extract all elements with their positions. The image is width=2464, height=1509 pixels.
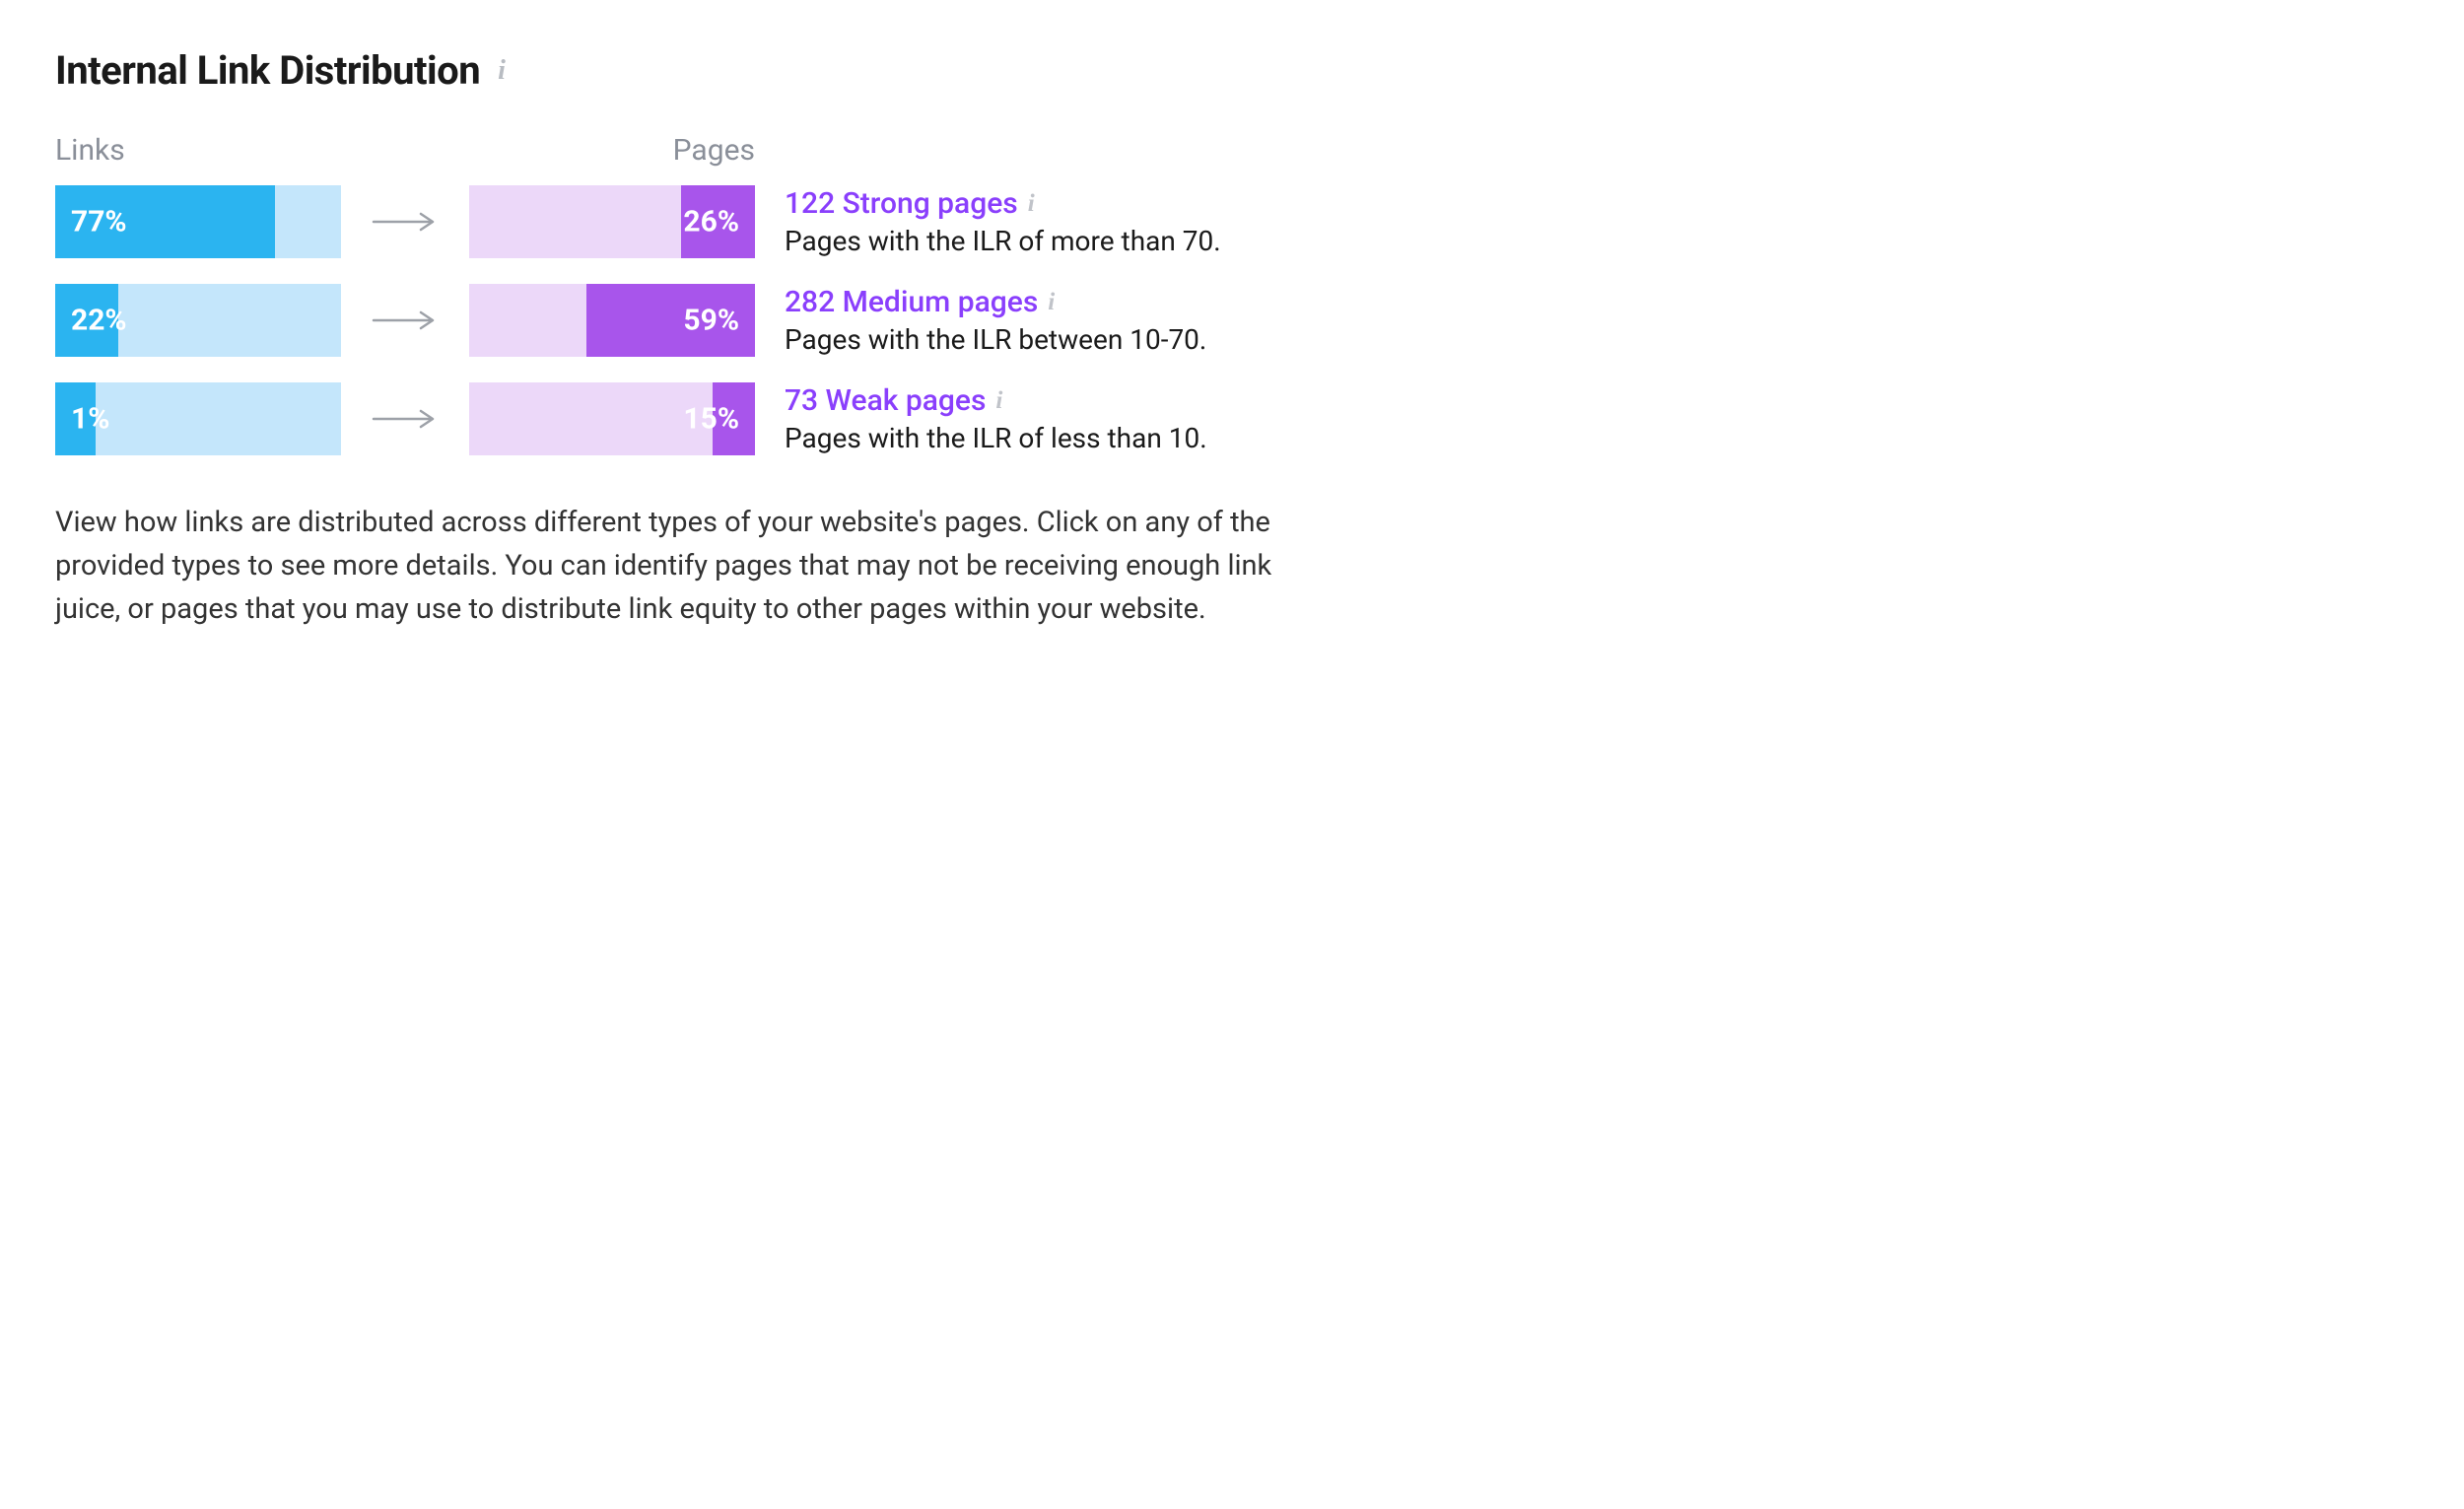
info-icon[interactable]: i: [1028, 191, 1035, 216]
pages-bar-label: 26%: [683, 205, 739, 240]
links-bar-label: 77%: [71, 205, 127, 240]
pages-bar: 26%: [469, 185, 755, 258]
internal-link-distribution-widget: Internal Link Distribution i Links Pages…: [55, 47, 1376, 631]
pages-bar-label: 15%: [683, 402, 739, 437]
detail-title: 282 Medium pages: [785, 285, 1038, 319]
row-detail: 282 Medium pages i Pages with the ILR be…: [755, 285, 1206, 356]
widget-description: View how links are distributed across di…: [55, 501, 1297, 631]
pages-bar-label: 59%: [683, 304, 739, 338]
arrow-cell: [341, 310, 469, 330]
links-column-header: Links: [55, 133, 341, 168]
info-icon[interactable]: i: [995, 388, 1002, 413]
arrow-icon: [372, 212, 439, 232]
row-detail: 122 Strong pages i Pages with the ILR of…: [755, 186, 1221, 257]
distribution-row[interactable]: 22% 59% 282 Medium pages i Pages with th…: [55, 284, 1376, 357]
pages-bar: 59%: [469, 284, 755, 357]
distribution-row[interactable]: 77% 26% 122 Strong pages i Pages with th…: [55, 185, 1376, 258]
detail-subtitle: Pages with the ILR of less than 10.: [785, 422, 1207, 454]
distribution-row[interactable]: 1% 15% 73 Weak pages i Pages with the IL…: [55, 382, 1376, 455]
info-icon[interactable]: i: [498, 57, 506, 85]
row-detail: 73 Weak pages i Pages with the ILR of le…: [755, 383, 1207, 454]
widget-title: Internal Link Distribution: [55, 47, 480, 94]
detail-subtitle: Pages with the ILR of more than 70.: [785, 225, 1221, 257]
distribution-rows: 77% 26% 122 Strong pages i Pages with th…: [55, 185, 1376, 455]
arrow-cell: [341, 212, 469, 232]
detail-title: 73 Weak pages: [785, 383, 986, 418]
arrow-icon: [372, 409, 439, 429]
arrow-icon: [372, 310, 439, 330]
links-bar-label: 1%: [71, 402, 109, 437]
arrow-cell: [341, 409, 469, 429]
detail-subtitle: Pages with the ILR between 10-70.: [785, 323, 1206, 356]
links-bar: 77%: [55, 185, 341, 258]
links-bar-label: 22%: [71, 304, 127, 338]
info-icon[interactable]: i: [1048, 290, 1055, 314]
pages-bar: 15%: [469, 382, 755, 455]
detail-title: 122 Strong pages: [785, 186, 1018, 221]
column-headers: Links Pages: [55, 133, 1376, 168]
pages-column-header: Pages: [469, 133, 755, 168]
links-bar: 22%: [55, 284, 341, 357]
title-row: Internal Link Distribution i: [55, 47, 1376, 94]
links-bar: 1%: [55, 382, 341, 455]
